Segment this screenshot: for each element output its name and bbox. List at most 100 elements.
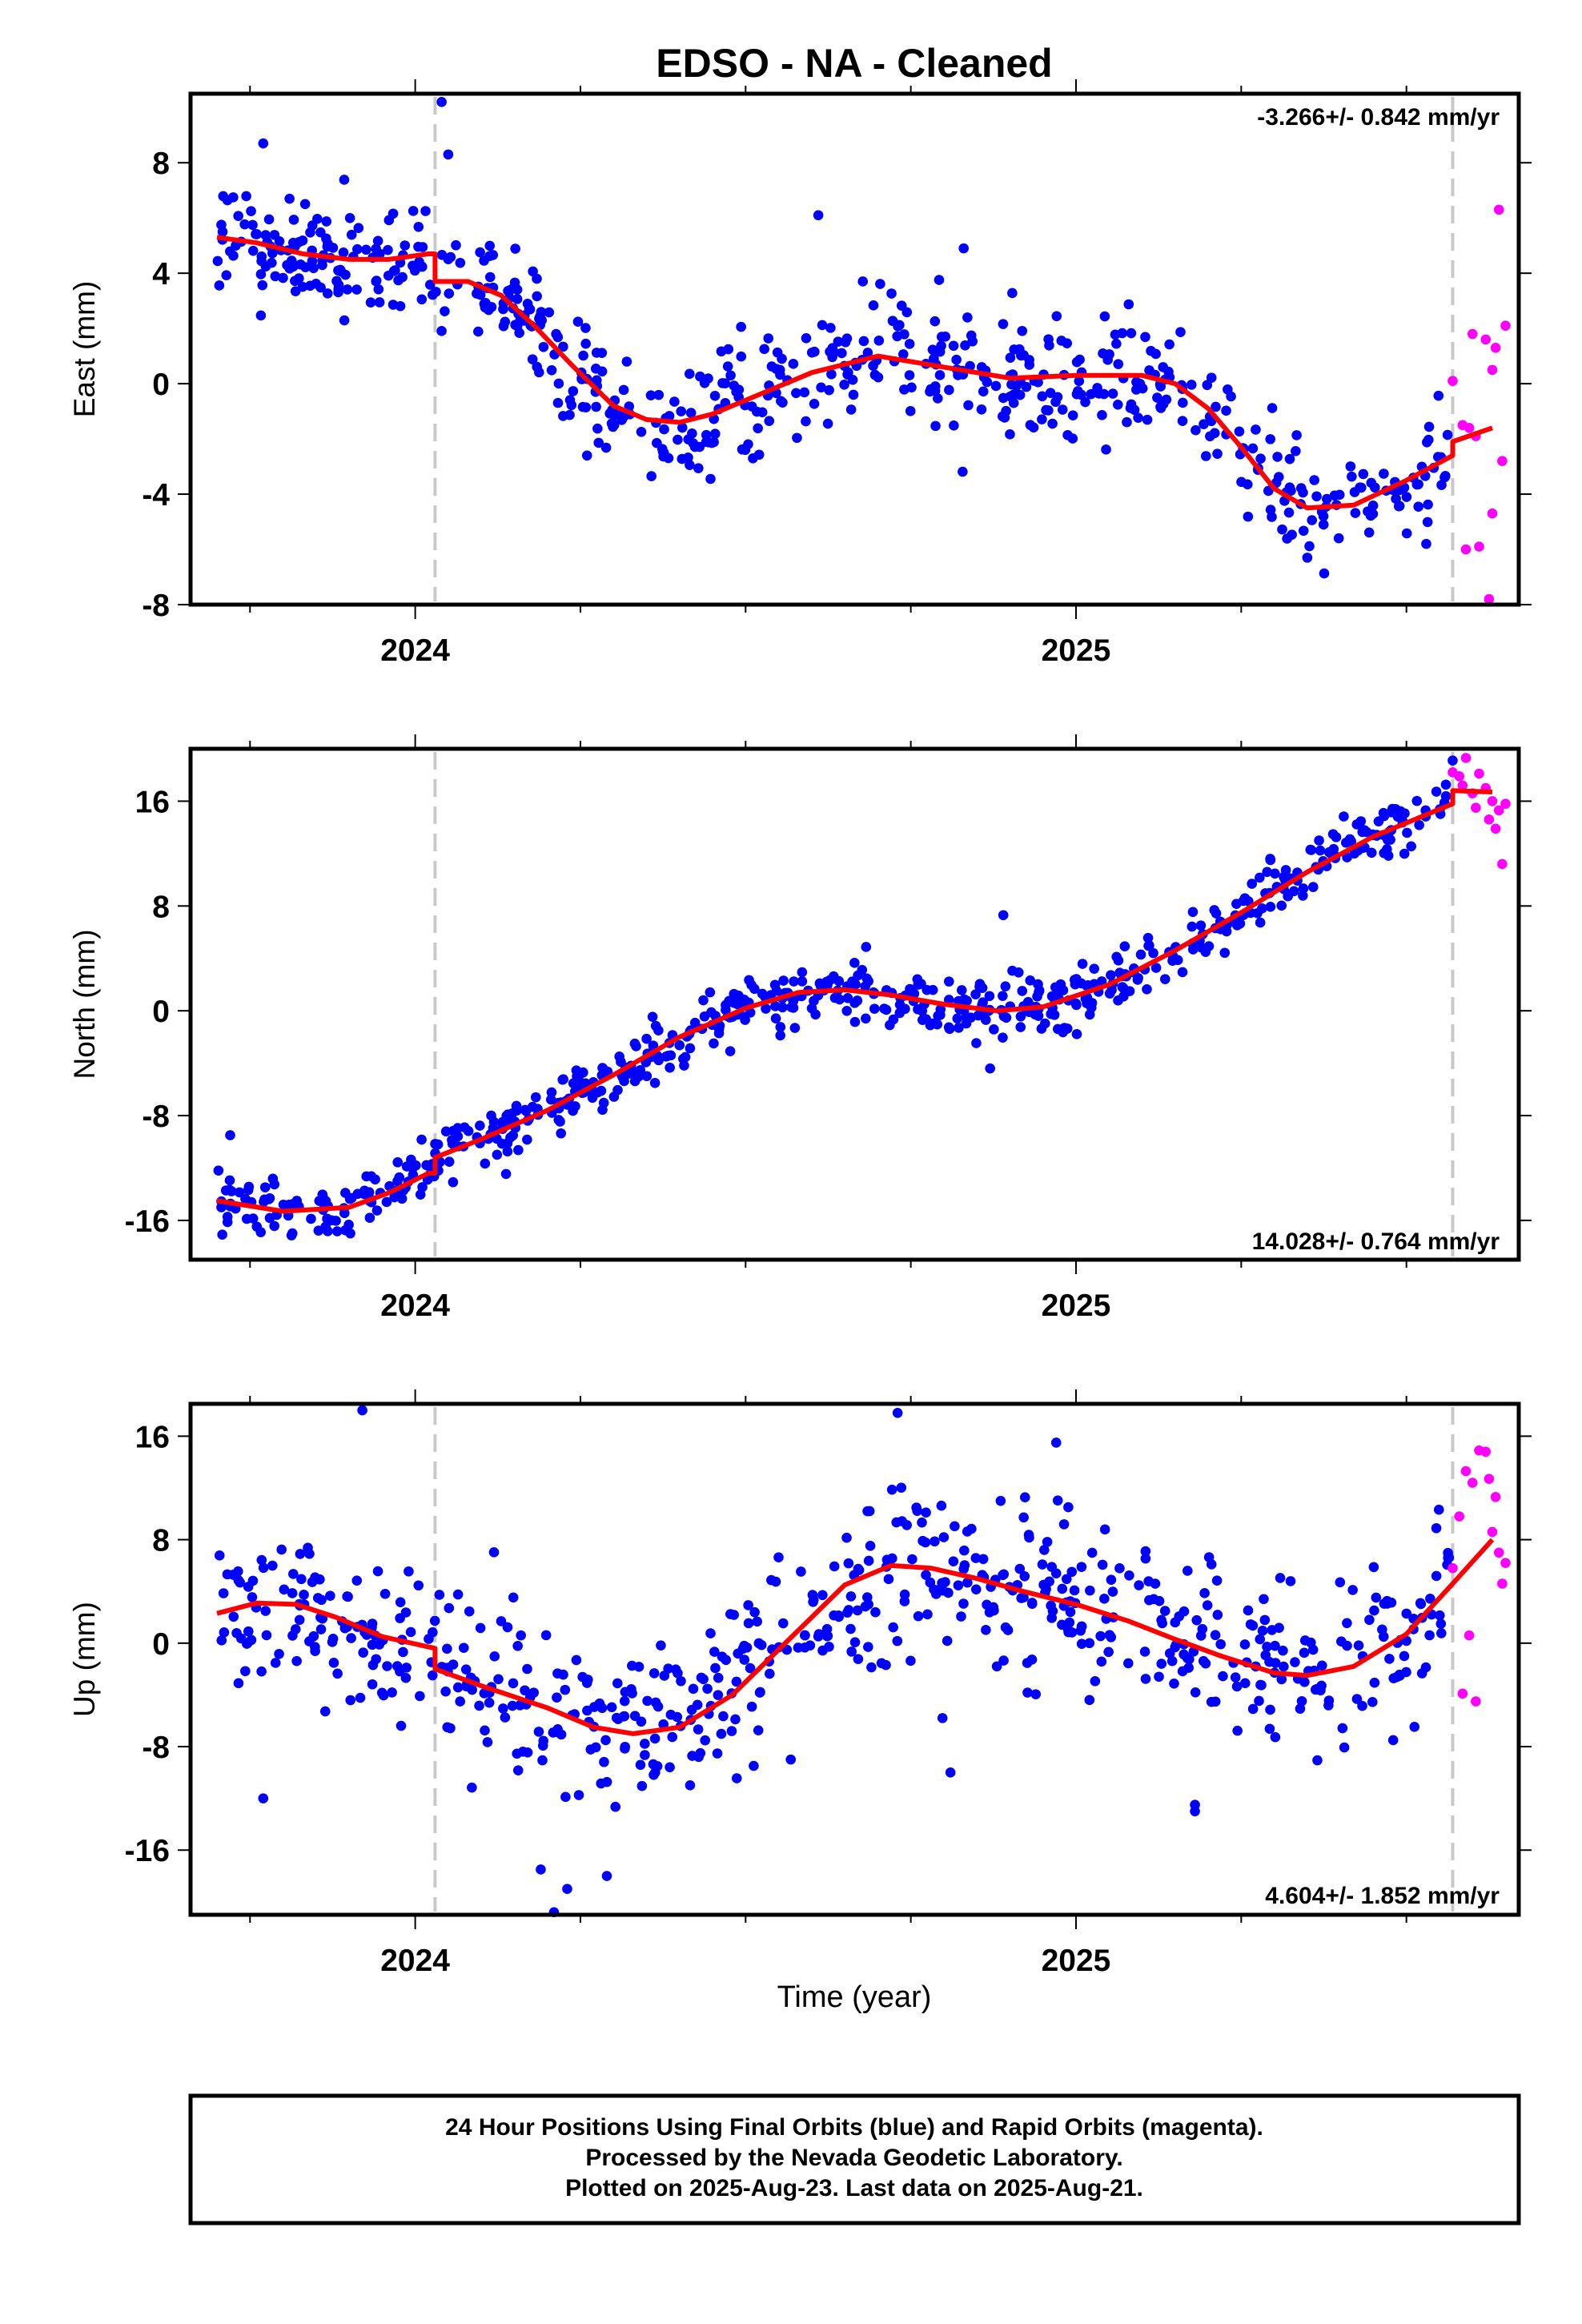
up-final-point — [731, 1676, 742, 1687]
east-final-point — [843, 367, 853, 378]
east-final-point — [305, 280, 315, 292]
up-final-point — [1211, 1575, 1223, 1586]
east-final-point — [1067, 410, 1078, 420]
east-final-point — [1047, 418, 1058, 429]
up-final-point — [817, 1590, 828, 1601]
east-final-point — [270, 271, 281, 282]
east-final-point — [1347, 471, 1357, 482]
north-final-point — [370, 1174, 380, 1185]
east-final-point — [1363, 527, 1375, 538]
east-final-point — [1122, 416, 1132, 428]
east-final-point — [934, 370, 946, 380]
east-rate-label: -3.266+/- 0.842 mm/yr — [1257, 104, 1500, 131]
up-model-line — [216, 1538, 1495, 1736]
up-final-point — [998, 1655, 1009, 1666]
east-final-point — [1422, 517, 1433, 528]
up-final-point — [1265, 1704, 1275, 1715]
north-final-point — [508, 1130, 519, 1141]
east-final-point — [564, 409, 575, 420]
east-final-point — [1226, 391, 1236, 402]
east-final-point — [216, 219, 227, 230]
up-final-point — [620, 1743, 630, 1754]
up-final-point — [1154, 1595, 1165, 1606]
up-final-point — [1099, 1524, 1110, 1535]
up-final-point — [1084, 1695, 1095, 1706]
up-y-axis-label: Up (mm) — [68, 1602, 101, 1717]
north-final-point — [1414, 819, 1424, 830]
up-final-point — [440, 1686, 451, 1697]
north-final-point — [944, 1023, 955, 1034]
north-final-point — [513, 1144, 524, 1156]
up-final-point — [958, 1598, 969, 1609]
east-final-point — [488, 250, 499, 260]
east-final-point — [1146, 345, 1156, 356]
up-final-point — [382, 1661, 392, 1671]
up-final-point — [702, 1683, 713, 1695]
north-final-point — [463, 1126, 474, 1136]
east-final-point — [1056, 336, 1067, 346]
up-final-point — [756, 1639, 767, 1651]
up-final-point — [256, 1666, 267, 1677]
east-final-point — [371, 275, 382, 286]
north-final-point — [1431, 786, 1442, 797]
north-final-point — [448, 1125, 459, 1136]
north-final-point — [1361, 826, 1372, 838]
north-final-point — [576, 1068, 586, 1079]
north-y-tick-label: -16 — [125, 1204, 170, 1239]
up-final-point — [1014, 1563, 1026, 1574]
east-final-point — [1107, 388, 1118, 399]
north-final-point — [1113, 955, 1124, 966]
up-final-point — [512, 1765, 524, 1775]
east-final-point — [1009, 344, 1019, 355]
north-final-point — [685, 1043, 696, 1054]
north-final-point — [1447, 755, 1458, 766]
north-final-point — [1001, 1012, 1012, 1023]
east-final-point — [663, 452, 674, 464]
up-final-point — [533, 1727, 544, 1737]
footer-box — [188, 2093, 1521, 2225]
east-final-point — [451, 239, 461, 251]
east-final-point — [512, 294, 523, 304]
north-final-point — [430, 1139, 440, 1149]
up-final-point — [1247, 1620, 1259, 1631]
up-final-point — [612, 1678, 623, 1689]
east-final-point — [788, 359, 799, 369]
up-final-point — [1435, 1618, 1447, 1630]
up-final-point — [773, 1552, 784, 1562]
up-final-point — [716, 1728, 727, 1739]
north-final-point — [678, 1053, 689, 1064]
east-final-point — [1206, 372, 1217, 383]
east-final-point — [397, 271, 408, 283]
up-final-point — [1399, 1651, 1410, 1662]
up-final-point — [959, 1560, 970, 1570]
up-final-point — [1144, 1594, 1154, 1606]
north-final-point — [322, 1213, 332, 1224]
north-final-point — [557, 1074, 568, 1085]
north-final-point — [1135, 949, 1146, 960]
up-final-point — [228, 1611, 239, 1622]
east-final-point — [777, 397, 788, 408]
east-final-point — [288, 215, 299, 225]
east-panel: 2024 2025 8 4 0 -4 -8 -3.266+/- 0.842 mm/yr East… — [68, 79, 1532, 668]
north-final-point — [546, 1087, 557, 1098]
up-final-point — [1096, 1656, 1107, 1667]
up-final-point — [713, 1672, 724, 1683]
up-final-point — [310, 1572, 320, 1583]
east-final-point — [1164, 339, 1174, 350]
up-final-point — [1057, 1619, 1067, 1630]
north-final-point — [1089, 963, 1099, 974]
east-final-point — [816, 382, 826, 393]
east-final-point — [417, 242, 428, 252]
east-final-point — [978, 386, 989, 397]
up-final-point — [1191, 1614, 1203, 1626]
north-final-point — [1379, 848, 1389, 858]
east-final-point — [498, 304, 508, 315]
north-final-point — [1406, 841, 1416, 852]
east-final-point — [284, 193, 295, 204]
east-final-point — [1356, 482, 1367, 493]
up-final-point — [984, 1606, 995, 1618]
up-final-point — [1157, 1618, 1168, 1629]
east-final-point — [267, 257, 277, 268]
east-final-point — [736, 351, 747, 362]
up-final-point — [1255, 1679, 1266, 1691]
